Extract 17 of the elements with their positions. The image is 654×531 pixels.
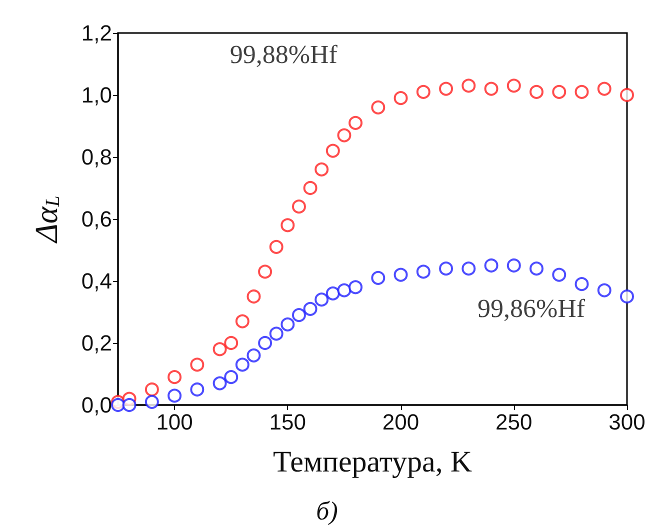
y-tick-label: 0,6: [81, 206, 112, 232]
x-tick-label: 150: [269, 410, 306, 434]
x-axis-title: Температура, K: [272, 446, 472, 478]
y-tick-label: 0,2: [81, 330, 112, 356]
x-tick-label: 100: [156, 410, 193, 434]
y-tick-label: 0,8: [81, 144, 112, 170]
y-axis-title: ΔαL: [28, 196, 64, 244]
y-tick-label: 0,0: [81, 392, 112, 418]
y-tick-label: 1,0: [81, 82, 112, 108]
text: б): [316, 496, 338, 526]
x-tick-label: 300: [608, 410, 646, 434]
x-tick-label: 250: [496, 410, 532, 434]
series-label: 99,88%Hf: [230, 40, 338, 70]
y-tick-label: 1,2: [81, 20, 112, 46]
x-tick-label: 200: [382, 410, 420, 434]
series-label: 99,86%Hf: [477, 294, 586, 323]
y-tick-label: 0,4: [81, 268, 112, 294]
